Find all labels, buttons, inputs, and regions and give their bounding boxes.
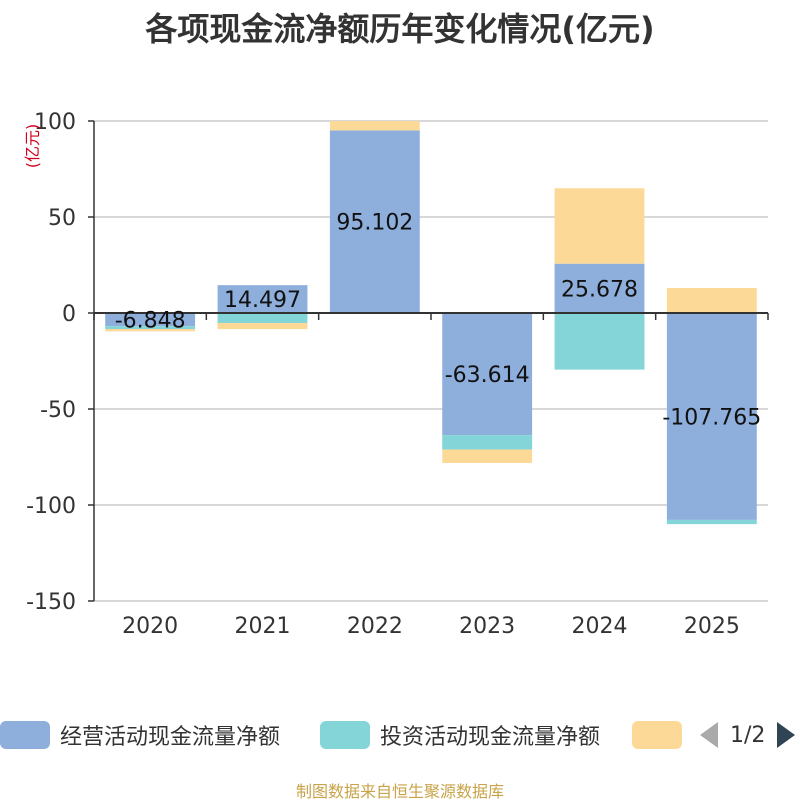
bar-financing-2024 <box>554 188 645 264</box>
y-tick-label: -150 <box>26 590 76 615</box>
y-tick-label: 50 <box>48 206 76 231</box>
data-label: -63.614 <box>445 363 530 388</box>
legend-item-financing[interactable] <box>632 716 692 754</box>
y-tick-label: 0 <box>62 302 76 327</box>
y-tick-label: -50 <box>40 398 76 423</box>
legend-label-investing: 投资活动现金流量净额 <box>380 725 601 750</box>
legend-next-page-icon[interactable] <box>777 722 796 748</box>
x-tick-label: 2025 <box>684 614 740 639</box>
y-tick-label: 100 <box>34 110 76 135</box>
bar-financing-2025 <box>666 288 757 313</box>
x-tick-label: 2023 <box>459 614 515 639</box>
legend-swatch-operating <box>0 721 50 749</box>
bar-financing-2020 <box>105 329 196 332</box>
data-label: 95.102 <box>336 211 413 236</box>
y-tick-label: -100 <box>26 494 76 519</box>
bar-operating-2025 <box>666 313 757 520</box>
bar-investing-2023 <box>442 435 533 450</box>
x-tick-label: 2022 <box>347 614 403 639</box>
x-tick-label: 2024 <box>572 614 628 639</box>
data-label: 25.678 <box>561 277 638 302</box>
legend: 经营活动现金流量净额 投资活动现金流量净额 1/2 <box>0 716 800 754</box>
bar-investing-2025 <box>666 519 757 525</box>
bar-investing-2020 <box>105 326 196 330</box>
x-tick-label: 2021 <box>235 614 291 639</box>
data-label: -6.848 <box>115 309 186 334</box>
x-tick-label: 2020 <box>122 614 178 639</box>
bar-operating-2023 <box>442 313 533 436</box>
source-footer: 制图数据来自恒生聚源数据库 <box>295 782 504 801</box>
legend-swatch-investing <box>320 721 370 749</box>
chart-title: 各项现金流净额历年变化情况(亿元) <box>145 10 655 48</box>
legend-prev-page-icon[interactable] <box>700 722 718 748</box>
data-label: 14.497 <box>224 288 301 313</box>
bar-financing-2023 <box>442 449 533 463</box>
bar-operating-2024 <box>554 263 645 313</box>
bar-financing-2022 <box>329 121 420 131</box>
data-label: -107.765 <box>662 405 761 430</box>
legend-label-operating: 经营活动现金流量净额 <box>60 725 281 750</box>
legend-item-investing[interactable]: 投资活动现金流量净额 <box>320 716 600 754</box>
legend-pager: 1/2 <box>700 716 796 754</box>
bar-operating-2020 <box>105 313 196 327</box>
bar-operating-2021 <box>217 285 308 313</box>
legend-swatch-financing <box>632 721 682 749</box>
y-axis-unit-label: (亿元) <box>23 124 42 169</box>
legend-item-operating[interactable]: 经营活动现金流量净额 <box>0 716 280 754</box>
bar-financing-2021 <box>217 322 308 330</box>
bar-operating-2022 <box>329 130 420 313</box>
bar-investing-2021 <box>217 313 308 323</box>
legend-page-indicator: 1/2 <box>730 722 766 748</box>
bar-investing-2024 <box>554 313 645 370</box>
